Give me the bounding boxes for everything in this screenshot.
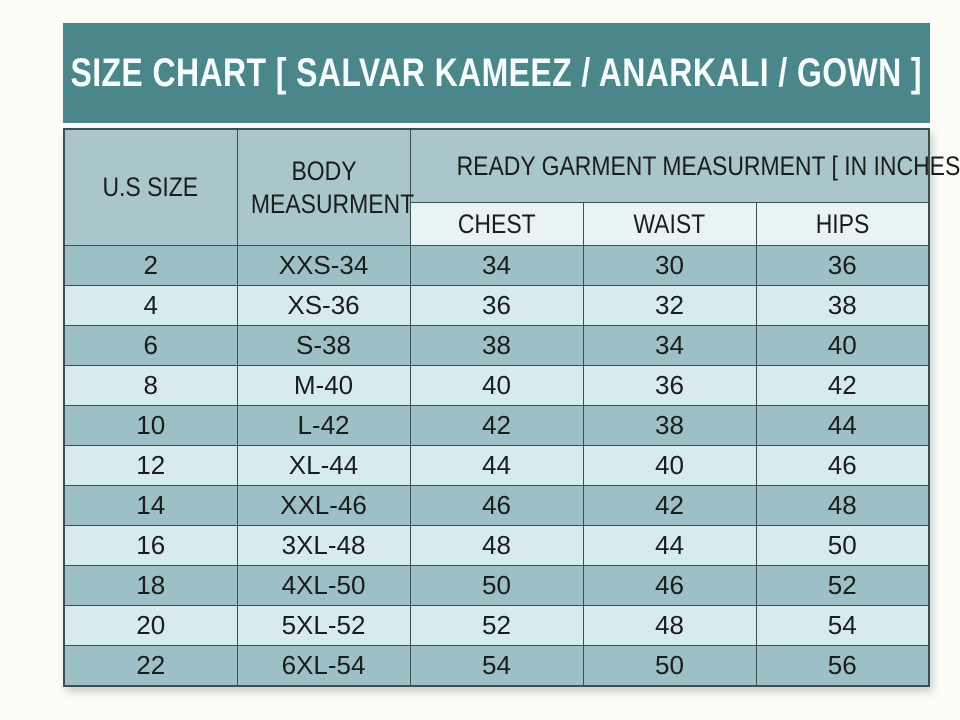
body-measurement-cell: XXS-34 [236, 245, 411, 286]
us-size-cell: 6 [63, 325, 238, 366]
hips-cell: 46 [755, 445, 930, 486]
chest-cell: 52 [409, 605, 584, 646]
waist-cell: 40 [582, 445, 757, 486]
hips-cell: 56 [755, 645, 930, 687]
body-measurement-cell: XXL-46 [236, 485, 411, 526]
table-row: 10 L-42 42 38 44 [63, 405, 930, 446]
body-measurement-cell: 5XL-52 [236, 605, 411, 646]
hips-cell: 40 [755, 325, 930, 366]
table-body: 2 XXS-34 34 30 36 4 XS-36 36 32 38 6 S-3… [63, 245, 930, 687]
hips-cell: 36 [755, 245, 930, 286]
us-size-cell: 2 [63, 245, 238, 286]
table-row: 20 5XL-52 52 48 54 [63, 605, 930, 646]
header-waist: WAIST [582, 202, 757, 246]
body-measurement-cell: 3XL-48 [236, 525, 411, 566]
hips-cell: 44 [755, 405, 930, 446]
chest-cell: 54 [409, 645, 584, 687]
chest-cell: 50 [409, 565, 584, 606]
us-size-cell: 4 [63, 285, 238, 326]
table-row: 4 XS-36 36 32 38 [63, 285, 930, 326]
body-measurement-cell: 4XL-50 [236, 565, 411, 606]
table-row: 22 6XL-54 54 50 56 [63, 645, 930, 687]
body-measurement-cell: S-38 [236, 325, 411, 366]
table-header: U.S SIZE BODY MEASURMENT READY GARMENT M… [63, 128, 960, 246]
header-row-sub: CHEST WAIST HIPS [64, 202, 930, 246]
us-size-cell: 14 [63, 485, 238, 526]
waist-cell: 50 [582, 645, 757, 687]
hips-cell: 38 [755, 285, 930, 326]
waist-cell: 36 [582, 365, 757, 406]
size-chart-table: U.S SIZE BODY MEASURMENT READY GARMENT M… [63, 128, 960, 687]
waist-cell: 38 [582, 405, 757, 446]
chest-cell: 38 [409, 325, 584, 366]
header-hips: HIPS [755, 202, 930, 246]
body-measurement-cell: XL-44 [236, 445, 411, 486]
chest-cell: 46 [409, 485, 584, 526]
us-size-cell: 18 [63, 565, 238, 606]
waist-cell: 48 [582, 605, 757, 646]
body-measurement-cell: XS-36 [236, 285, 411, 326]
chest-cell: 40 [409, 365, 584, 406]
hips-cell: 52 [755, 565, 930, 606]
chest-cell: 42 [409, 405, 584, 446]
header-row-main: U.S SIZE BODY MEASURMENT READY GARMENT M… [63, 128, 960, 246]
body-measurement-cell: M-40 [236, 365, 411, 406]
waist-cell: 44 [582, 525, 757, 566]
body-measurement-cell: L-42 [236, 405, 411, 446]
table-row: 8 M-40 40 36 42 [63, 365, 930, 406]
table-row: 12 XL-44 44 40 46 [63, 445, 930, 486]
header-body-measurement: BODY MEASURMENT [236, 128, 414, 246]
table-row: 16 3XL-48 48 44 50 [63, 525, 930, 566]
waist-cell: 32 [582, 285, 757, 326]
us-size-cell: 22 [63, 645, 238, 687]
waist-cell: 34 [582, 325, 757, 366]
us-size-cell: 16 [63, 525, 238, 566]
body-measurement-cell: 6XL-54 [236, 645, 411, 687]
hips-cell: 42 [755, 365, 930, 406]
header-chest: CHEST [409, 202, 584, 246]
us-size-cell: 10 [63, 405, 238, 446]
table-row: 6 S-38 38 34 40 [63, 325, 930, 366]
waist-cell: 30 [582, 245, 757, 286]
header-us-size: U.S SIZE [63, 128, 238, 246]
header-ready-garment: READY GARMENT MEASURMENT [ IN INCHES ] [409, 128, 960, 203]
table-row: 2 XXS-34 34 30 36 [63, 245, 930, 286]
us-size-cell: 12 [63, 445, 238, 486]
table-row: 18 4XL-50 50 46 52 [63, 565, 930, 606]
chest-cell: 34 [409, 245, 584, 286]
chart-title: SIZE CHART [ SALVAR KAMEEZ / ANARKALI / … [70, 50, 923, 95]
title-banner: SIZE CHART [ SALVAR KAMEEZ / ANARKALI / … [63, 23, 930, 123]
us-size-cell: 8 [63, 365, 238, 406]
chest-cell: 44 [409, 445, 584, 486]
waist-cell: 42 [582, 485, 757, 526]
hips-cell: 48 [755, 485, 930, 526]
chest-cell: 36 [409, 285, 584, 326]
hips-cell: 54 [755, 605, 930, 646]
table-row: 14 XXL-46 46 42 48 [63, 485, 930, 526]
chest-cell: 48 [409, 525, 584, 566]
hips-cell: 50 [755, 525, 930, 566]
waist-cell: 46 [582, 565, 757, 606]
us-size-cell: 20 [63, 605, 238, 646]
